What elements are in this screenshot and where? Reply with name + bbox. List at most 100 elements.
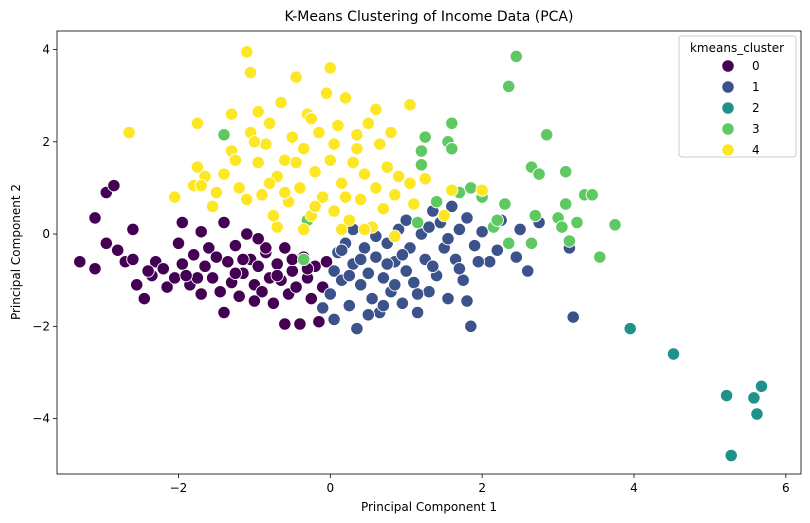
data-point-cluster-3: [524, 236, 539, 250]
legend-items: 0 1 2 3 4: [721, 59, 760, 157]
data-point-cluster-0: [247, 294, 262, 308]
data-point-cluster-3: [418, 130, 432, 144]
data-point-cluster-0: [232, 289, 246, 303]
data-point-cluster-4: [437, 208, 451, 223]
data-point-cluster-4: [403, 176, 417, 190]
data-point-cluster-2: [747, 391, 761, 405]
legend-marker-3: [721, 122, 735, 136]
y-tick-label: −2: [32, 319, 50, 333]
data-point-cluster-1: [441, 291, 455, 306]
data-point-cluster-4: [388, 188, 402, 202]
data-point-cluster-4: [262, 116, 277, 130]
data-point-cluster-1: [456, 273, 470, 287]
data-point-cluster-4: [319, 86, 334, 100]
data-point-cluster-2: [754, 379, 769, 393]
data-point-cluster-4: [194, 178, 208, 193]
data-point-cluster-3: [532, 167, 546, 181]
data-point-cluster-1: [521, 264, 535, 278]
data-point-cluster-0: [259, 241, 273, 255]
data-point-cluster-4: [262, 176, 277, 190]
data-point-cluster-2: [623, 321, 637, 336]
data-point-cluster-3: [502, 79, 516, 94]
data-point-cluster-0: [217, 215, 231, 230]
y-tick-label: 0: [42, 227, 50, 241]
data-point-cluster-2: [750, 407, 764, 421]
x-tick-label: 2: [478, 481, 486, 495]
legend-frame: [678, 35, 797, 158]
data-point-cluster-1: [350, 321, 364, 336]
data-point-cluster-1: [335, 243, 349, 257]
data-point-cluster-1: [376, 271, 391, 285]
data-point-cluster-1: [490, 243, 504, 257]
data-point-cluster-4: [357, 167, 372, 181]
x-tick-label: −2: [170, 481, 188, 495]
data-point-cluster-4: [297, 142, 311, 156]
data-point-cluster-1: [467, 238, 482, 253]
data-point-cluster-4: [327, 204, 341, 218]
data-point-cluster-1: [357, 241, 372, 255]
data-point-cluster-3: [540, 128, 554, 142]
series-cluster-0: [73, 178, 334, 331]
data-point-cluster-1: [509, 250, 523, 264]
data-point-cluster-4: [312, 125, 326, 140]
data-point-cluster-0: [141, 264, 155, 278]
data-point-cluster-0: [194, 287, 208, 301]
data-point-cluster-0: [88, 211, 102, 225]
data-point-cluster-4: [289, 70, 303, 84]
data-point-cluster-3: [502, 236, 516, 250]
data-point-cluster-1: [422, 220, 436, 234]
data-point-cluster-0: [289, 280, 303, 294]
data-point-cluster-1: [460, 294, 474, 308]
series-cluster-1: [316, 199, 580, 336]
data-point-cluster-3: [410, 215, 425, 230]
data-point-cluster-1: [452, 222, 467, 237]
axes: −2 0 2 4 6 −4 −2 0 2 4: [32, 42, 789, 495]
data-point-cluster-1: [361, 308, 375, 322]
data-point-cluster-0: [319, 255, 334, 269]
data-point-cluster-0: [179, 268, 193, 283]
data-point-cluster-0: [175, 215, 189, 230]
data-point-cluster-1: [426, 259, 440, 273]
data-point-cluster-4: [384, 125, 398, 140]
data-point-cluster-4: [391, 169, 406, 184]
data-point-cluster-0: [285, 264, 299, 278]
data-point-cluster-4: [354, 192, 368, 207]
data-point-cluster-4: [240, 192, 254, 207]
data-point-cluster-1: [452, 262, 467, 276]
legend-marker-2: [721, 101, 735, 115]
chart-title: K-Means Clustering of Income Data (PCA): [285, 9, 574, 25]
data-point-cluster-4: [403, 98, 417, 112]
data-point-cluster-4: [369, 181, 383, 195]
data-point-cluster-0: [278, 317, 292, 331]
data-point-cluster-1: [395, 296, 410, 310]
y-tick-label: 4: [42, 42, 50, 56]
data-point-cluster-1: [566, 310, 580, 324]
series-cluster-3: [217, 49, 622, 267]
data-point-cluster-4: [304, 112, 318, 126]
data-point-cluster-0: [251, 259, 265, 273]
series-cluster-2: [623, 321, 769, 463]
data-point-cluster-4: [228, 153, 243, 167]
data-point-cluster-4: [335, 176, 349, 190]
data-point-cluster-1: [475, 225, 489, 239]
data-point-cluster-4: [205, 199, 220, 214]
data-point-cluster-1: [513, 222, 527, 237]
data-point-cluster-0: [236, 252, 250, 267]
data-point-cluster-1: [361, 266, 375, 280]
data-point-cluster-4: [323, 153, 337, 167]
data-point-cluster-3: [562, 234, 577, 248]
data-point-cluster-0: [190, 271, 205, 285]
data-point-cluster-3: [414, 144, 429, 158]
data-point-cluster-3: [464, 181, 478, 195]
data-point-cluster-0: [228, 238, 243, 253]
legend-label-2: 2: [752, 101, 760, 115]
data-point-cluster-4: [346, 155, 360, 170]
data-point-cluster-4: [445, 183, 459, 197]
data-point-cluster-4: [209, 185, 224, 200]
data-point-cluster-4: [418, 172, 432, 186]
data-point-cluster-3: [555, 220, 569, 234]
data-point-cluster-4: [361, 116, 375, 130]
data-point-cluster-0: [270, 257, 284, 271]
data-point-cluster-1: [464, 319, 478, 333]
legend-marker-0: [721, 59, 735, 73]
